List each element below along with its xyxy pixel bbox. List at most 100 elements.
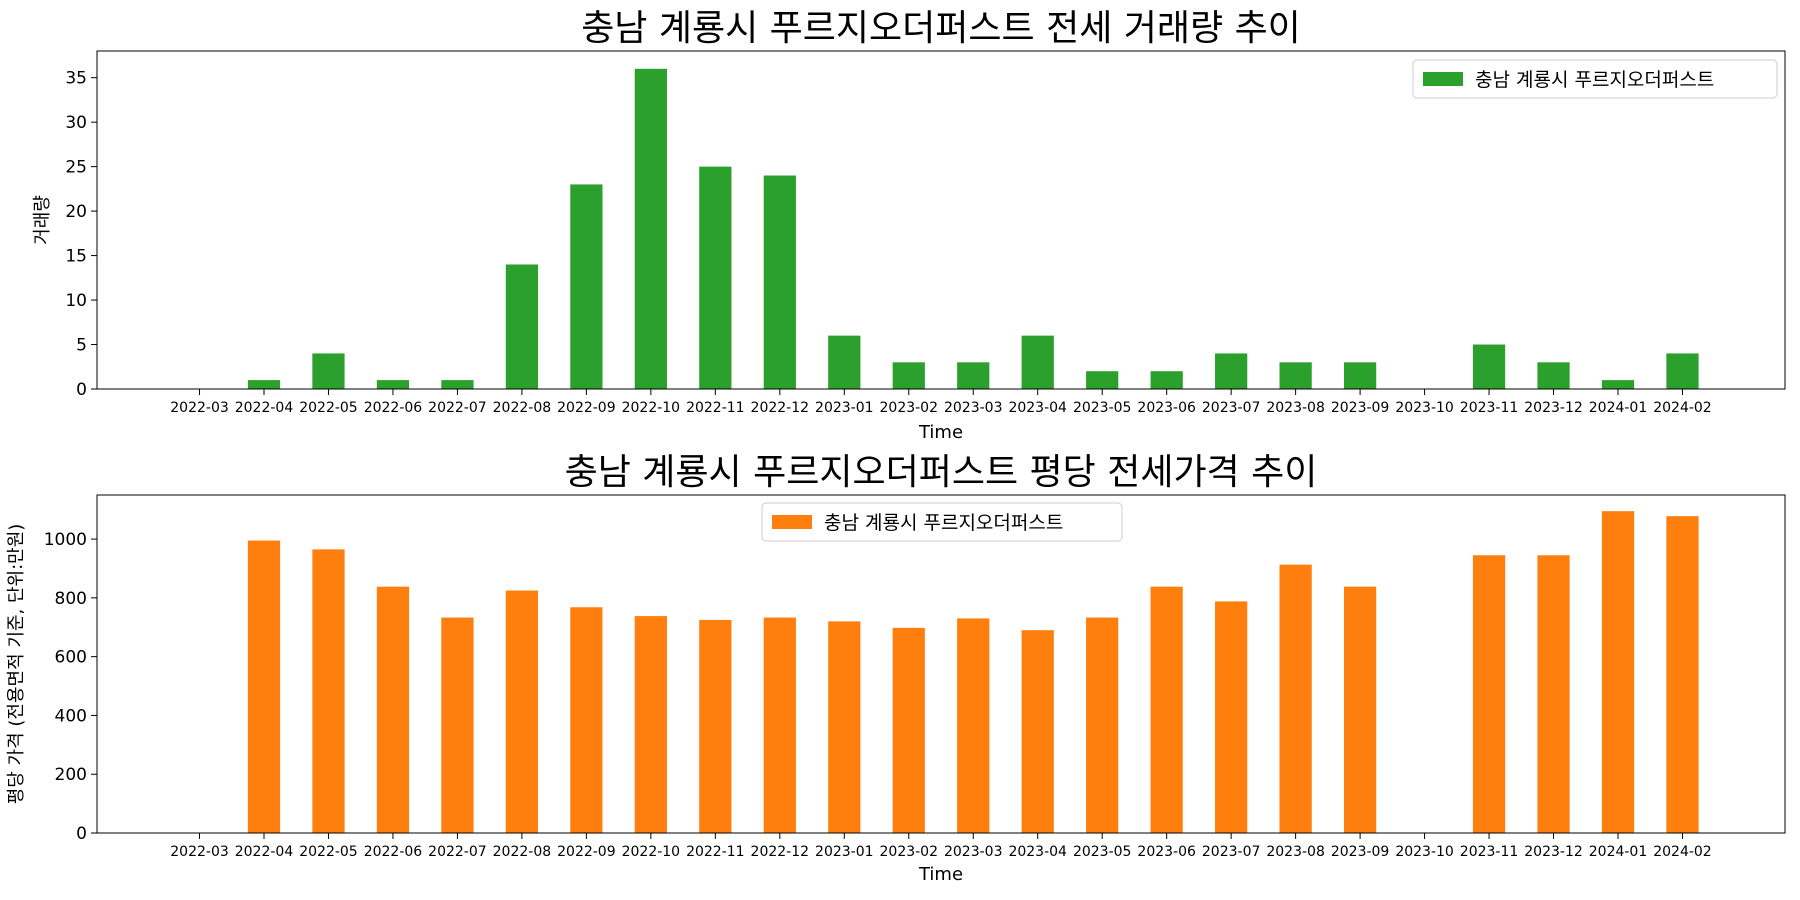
y-tick-label: 400: [55, 706, 87, 726]
legend-swatch: [1423, 72, 1463, 86]
x-tick-label: 2022-12: [751, 400, 810, 416]
x-tick-label: 2023-03: [944, 400, 1003, 416]
bar: [957, 362, 990, 389]
x-tick-label: 2022-08: [493, 400, 552, 416]
bar: [699, 619, 732, 833]
y-tick-label: 25: [65, 158, 87, 178]
x-tick-label: 2024-01: [1589, 844, 1648, 860]
bar: [505, 590, 539, 833]
bar: [570, 184, 603, 389]
x-tick-label: 2023-06: [1137, 400, 1196, 416]
x-tick-label: 2022-10: [622, 400, 681, 416]
x-tick-label: 2022-03: [170, 844, 229, 860]
bar: [892, 627, 925, 833]
bar: [1666, 353, 1699, 389]
bar: [1537, 362, 1570, 389]
y-tick-label: 1000: [44, 530, 87, 550]
y-tick-label: 200: [55, 765, 87, 785]
bar: [1086, 371, 1119, 389]
y-tick-label: 0: [76, 824, 87, 844]
chart-1: 충남 계룡시 푸르지오더퍼스트 전세 거래량 추이 0 5 10 15 20 25 30 35 2…: [32, 8, 1786, 443]
x-tick-label: 2023-02: [880, 400, 939, 416]
bar: [505, 264, 539, 389]
y-tick-label: 5: [76, 336, 87, 356]
x-tick-label: 2023-05: [1073, 400, 1132, 416]
bar-group: [247, 511, 1699, 833]
y-tick-label: 10: [65, 291, 87, 311]
y-axis-label: 거래량: [32, 195, 53, 245]
bar: [1279, 362, 1312, 389]
x-tick-label: 2022-11: [686, 844, 745, 860]
x-tick-label: 2023-07: [1202, 844, 1261, 860]
x-tick-label: 2023-12: [1524, 844, 1583, 860]
bar: [1472, 344, 1506, 389]
legend-label: 충남 계룡시 푸르지오더퍼스트: [824, 512, 1063, 534]
y-tick-label: 0: [76, 380, 87, 400]
bar-group: [247, 68, 1699, 389]
x-tick-label: 2022-07: [428, 400, 487, 416]
x-tick-label: 2024-01: [1589, 400, 1648, 416]
x-tick-label: 2023-01: [815, 400, 874, 416]
x-tick-label: 2023-11: [1460, 400, 1519, 416]
x-tick-label: 2022-09: [557, 400, 616, 416]
y-axis-label: 평당 가격 (전용면적 기준, 단위:만원): [6, 524, 27, 805]
y-tick-label: 20: [65, 202, 87, 222]
plot-frame: [96, 50, 1786, 390]
bar: [1601, 511, 1635, 833]
bar: [763, 617, 796, 833]
legend-label: 충남 계룡시 푸르지오더퍼스트: [1475, 69, 1714, 91]
bar: [441, 380, 474, 389]
bar: [1343, 586, 1377, 833]
bar: [376, 380, 410, 389]
bar: [312, 353, 345, 389]
bar: [763, 175, 796, 389]
bar: [1086, 617, 1119, 833]
x-tick-label: 2022-07: [428, 844, 487, 860]
x-tick-label: 2022-04: [235, 844, 294, 860]
legend-swatch: [772, 515, 812, 529]
x-tick-label: 2023-05: [1073, 844, 1132, 860]
legend-box: [1412, 59, 1778, 99]
y-tick-label: 600: [55, 648, 87, 668]
x-tick-label: 2022-04: [235, 400, 294, 416]
x-tick-label: 2024-02: [1653, 400, 1712, 416]
x-tick-label: 2022-08: [493, 844, 552, 860]
bar: [1021, 630, 1054, 833]
y-tick-label: 800: [55, 589, 87, 609]
x-tick-label: 2022-05: [299, 400, 358, 416]
x-tick-label: 2023-08: [1266, 844, 1325, 860]
y-tick-label: 30: [65, 113, 87, 133]
bar: [312, 549, 345, 833]
bar: [1279, 564, 1312, 833]
y-tick-label: 35: [65, 69, 87, 89]
bar: [376, 586, 410, 833]
bar: [247, 380, 281, 389]
chart-title: 충남 계룡시 푸르지오더퍼스트 평당 전세가격 추이: [565, 452, 1318, 493]
bar: [828, 335, 861, 389]
bar: [828, 621, 861, 833]
bar: [957, 618, 990, 833]
x-tick-label: 2023-03: [944, 844, 1003, 860]
bar: [634, 616, 667, 833]
x-tick-label: 2022-09: [557, 844, 616, 860]
x-tick-label: 2023-07: [1202, 400, 1261, 416]
x-tick-label: 2023-02: [880, 844, 939, 860]
x-tick-label: 2023-09: [1331, 400, 1390, 416]
chart-title: 충남 계룡시 푸르지오더퍼스트 전세 거래량 추이: [581, 8, 1301, 49]
chart-2: 충남 계룡시 푸르지오더퍼스트 평당 전세가격 추이 0 200 400 600 800 1…: [6, 452, 1786, 885]
x-tick-label: 2023-06: [1137, 844, 1196, 860]
x-tick-label: 2022-06: [364, 844, 423, 860]
x-tick-label: 2023-12: [1524, 400, 1583, 416]
bar: [1343, 362, 1377, 389]
bar: [1021, 335, 1054, 389]
x-axis-label: Time: [918, 864, 963, 885]
x-tick-label: 2022-11: [686, 400, 745, 416]
legend-box: [761, 502, 1123, 542]
x-tick-label: 2023-08: [1266, 400, 1325, 416]
bar: [1537, 555, 1570, 833]
legend: 충남 계룡시 푸르지오더퍼스트: [761, 502, 1123, 542]
bar: [1150, 586, 1183, 833]
y-tick-label: 15: [65, 247, 87, 267]
x-tick-label: 2024-02: [1653, 844, 1712, 860]
x-tick-label: 2022-06: [364, 400, 423, 416]
